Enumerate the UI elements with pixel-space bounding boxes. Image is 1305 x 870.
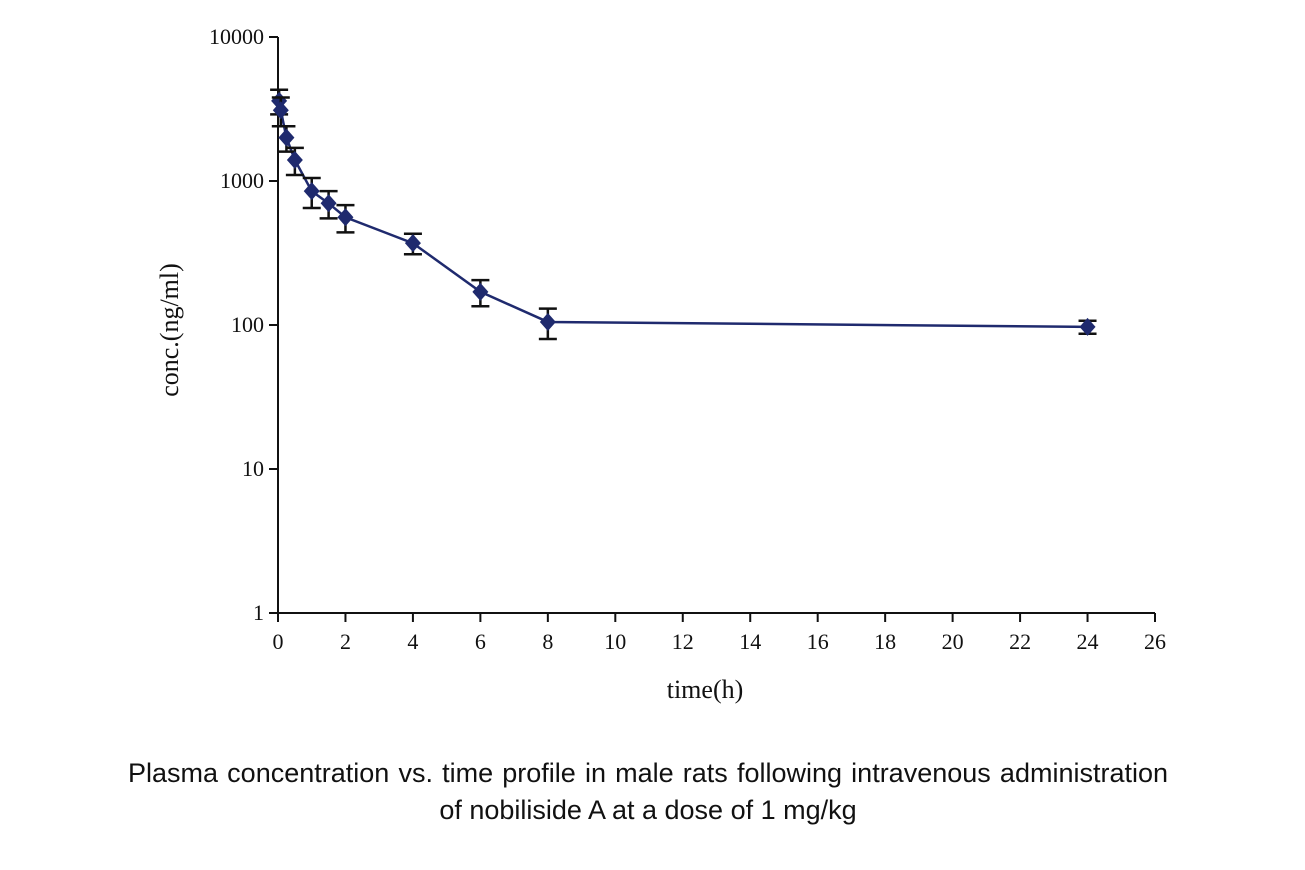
- y-tick-label: 1000: [220, 168, 264, 193]
- data-point: [404, 234, 421, 253]
- data-point: [1079, 317, 1096, 336]
- x-tick-label: 22: [1009, 629, 1031, 654]
- y-tick-label: 10: [242, 456, 264, 481]
- x-tick-label: 20: [942, 629, 964, 654]
- x-tick-label: 6: [475, 629, 486, 654]
- y-tick-label: 1: [253, 600, 264, 625]
- series-line: [277, 100, 1088, 329]
- x-tick-label: 10: [604, 629, 626, 654]
- x-tick-label: 14: [739, 629, 761, 654]
- data-point: [278, 128, 295, 147]
- data-point: [337, 208, 354, 227]
- x-tick-label: 16: [807, 629, 829, 654]
- data-point: [272, 101, 289, 120]
- x-tick-label: 24: [1077, 629, 1099, 654]
- x-tick-label: 8: [542, 629, 553, 654]
- data-point: [286, 150, 303, 169]
- x-tick-label: 18: [874, 629, 896, 654]
- y-tick-label: 10000: [209, 24, 264, 49]
- x-tick-label: 12: [672, 629, 694, 654]
- data-point: [320, 194, 337, 213]
- x-axis-label: time(h): [667, 675, 744, 704]
- x-tick-label: 0: [273, 629, 284, 654]
- data-point: [303, 182, 320, 201]
- y-tick-label: 100: [231, 312, 264, 337]
- data-point: [539, 312, 556, 331]
- x-tick-label: 2: [340, 629, 351, 654]
- y-axis-label: conc.(ng/ml): [155, 263, 184, 397]
- x-tick-label: 4: [407, 629, 418, 654]
- x-tick-label: 26: [1144, 629, 1166, 654]
- data-point: [472, 282, 489, 301]
- caption: Plasma concentration vs. time profile in…: [128, 758, 1168, 825]
